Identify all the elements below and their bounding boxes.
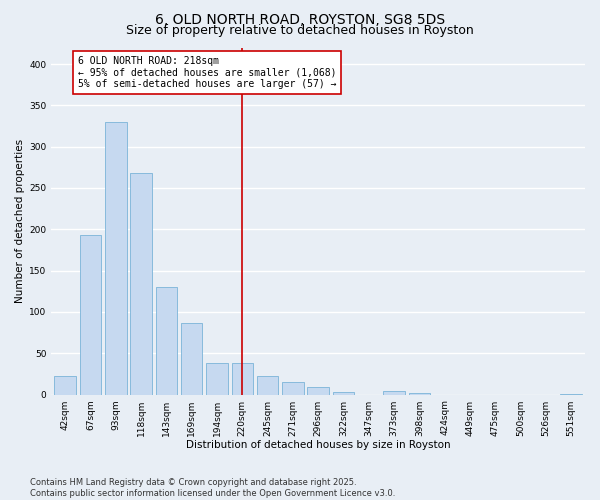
Bar	[257, 376, 278, 394]
Y-axis label: Number of detached properties: Number of detached properties	[15, 139, 25, 303]
Bar	[155, 287, 177, 395]
Bar	[409, 393, 430, 394]
Bar	[383, 392, 405, 394]
X-axis label: Distribution of detached houses by size in Royston: Distribution of detached houses by size …	[186, 440, 451, 450]
Bar	[332, 392, 354, 394]
Bar	[130, 173, 152, 394]
Bar	[282, 382, 304, 394]
Bar	[181, 322, 202, 394]
Bar	[80, 235, 101, 394]
Bar	[55, 376, 76, 394]
Text: Size of property relative to detached houses in Royston: Size of property relative to detached ho…	[126, 24, 474, 37]
Bar	[206, 363, 228, 394]
Text: 6, OLD NORTH ROAD, ROYSTON, SG8 5DS: 6, OLD NORTH ROAD, ROYSTON, SG8 5DS	[155, 12, 445, 26]
Bar	[307, 387, 329, 394]
Bar	[105, 122, 127, 394]
Bar	[232, 363, 253, 394]
Text: 6 OLD NORTH ROAD: 218sqm
← 95% of detached houses are smaller (1,068)
5% of semi: 6 OLD NORTH ROAD: 218sqm ← 95% of detach…	[78, 56, 337, 89]
Text: Contains HM Land Registry data © Crown copyright and database right 2025.
Contai: Contains HM Land Registry data © Crown c…	[30, 478, 395, 498]
